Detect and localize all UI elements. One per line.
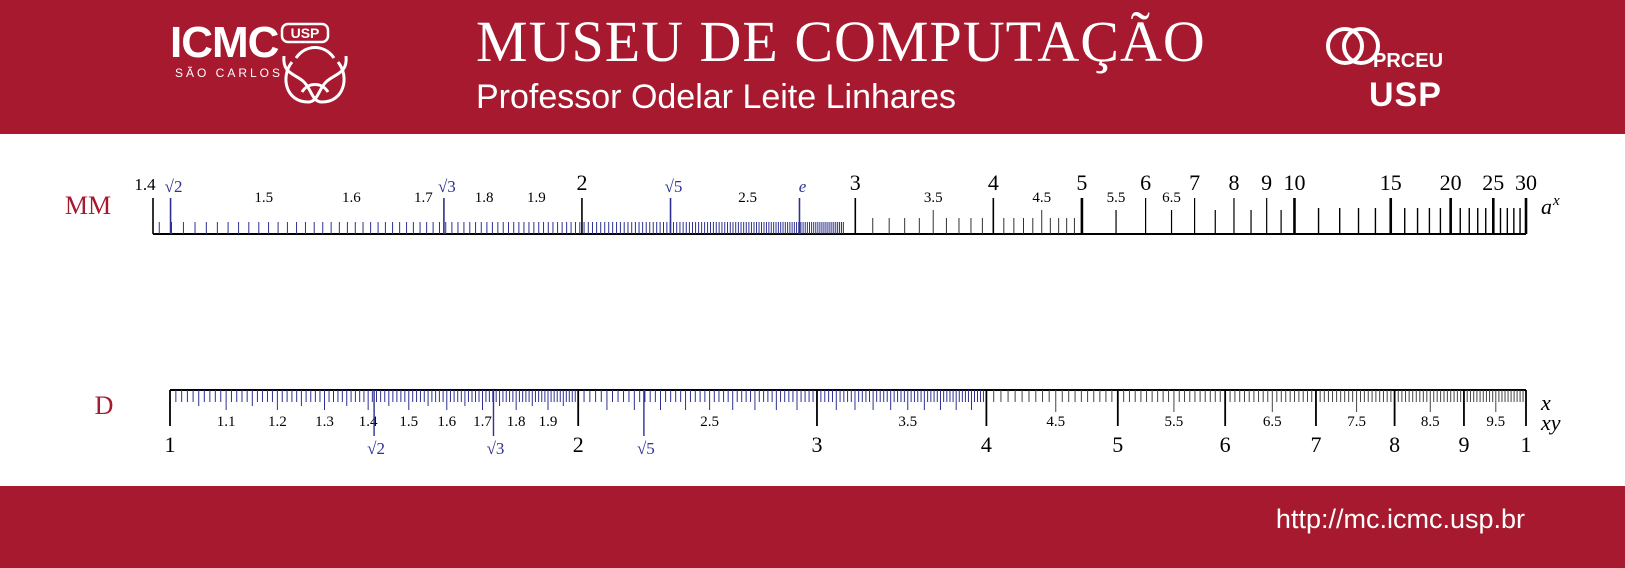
mm-constant-label: √5 (665, 177, 683, 196)
icmc-logo-text: ICMC (170, 18, 279, 67)
mm-minor-label: 1.8 (475, 190, 494, 206)
mm-major-label: 6 (1140, 170, 1151, 195)
d-major-label: 5 (1112, 432, 1123, 457)
d-minor-label: 1.1 (217, 414, 236, 430)
d-right-label-xy: xy (1540, 410, 1561, 435)
slide-rule-scales: MM a x1.4 2 3 4 5 6 7 8 9 10 15 20 25 301.5 1.6 1.7 1.8 1.9… (65, 170, 1561, 458)
d-minor-label: 1.5 (399, 414, 418, 430)
d-minor-label: 7.5 (1347, 414, 1366, 430)
mm-minor-label: 1.7 (414, 190, 433, 206)
d-minor-label: 1.6 (437, 414, 456, 430)
icmc-usp-badge: USP (291, 25, 320, 41)
mm-minor-label: 4.5 (1032, 190, 1051, 206)
d-minor-label: 1.2 (268, 414, 287, 430)
mm-minor-label: 1.5 (254, 190, 273, 206)
d-minor-label: 1.8 (507, 414, 526, 430)
mm-major-label: 20 (1440, 170, 1462, 195)
mm-major-label: 9 (1261, 170, 1272, 195)
mm-minor-label: 1.9 (527, 190, 546, 206)
mm-major-label: 1.4 (134, 175, 156, 194)
mm-minor-label: 5.5 (1107, 190, 1126, 206)
page-subtitle: Professor Odelar Leite Linhares (476, 78, 957, 116)
d-major-label: 8 (1389, 432, 1400, 457)
mm-constant-label: √2 (165, 177, 183, 196)
d-minor-label: 1.3 (315, 414, 334, 430)
d-major-label: 1 (1521, 432, 1532, 457)
mm-constant-label: e (799, 177, 807, 196)
d-major-label: 9 (1458, 432, 1469, 457)
mm-right-label-exp: x (1552, 193, 1560, 209)
d-major-label: 1 (165, 432, 176, 457)
d-minor-label: 6.5 (1263, 414, 1282, 430)
d-minor-label: 9.5 (1486, 414, 1505, 430)
d-minor-label: 5.5 (1165, 414, 1184, 430)
d-scale-name: D (95, 391, 114, 420)
prceu-circles-icon (1326, 27, 1380, 65)
mm-major-label: 25 (1482, 170, 1504, 195)
d-major-label: 6 (1220, 432, 1231, 457)
d-minor-label: 3.5 (898, 414, 917, 430)
d-minor-label: 2.5 (700, 414, 719, 430)
mm-constant-label: √3 (438, 177, 456, 196)
mm-major-label: 2 (576, 170, 587, 195)
mm-major-label: 8 (1228, 170, 1239, 195)
d-major-label: 3 (811, 432, 822, 457)
mm-scale-name: MM (65, 191, 111, 220)
prceu-logo: PRCEU USP (1325, 18, 1465, 118)
mm-right-label: a (1541, 194, 1552, 219)
mm-major-label: 5 (1076, 170, 1087, 195)
mm-minor-label: 1.6 (342, 190, 361, 206)
mm-major-label: 4 (988, 170, 999, 195)
d-major-label: 4 (981, 432, 992, 457)
prceu-logo-text: PRCEU (1373, 50, 1444, 72)
usp-knot-icon: USP (280, 22, 348, 104)
header-band (0, 0, 1625, 134)
icmc-logo-city: SÃO CARLOS (175, 66, 284, 80)
d-constant-label: √3 (487, 439, 505, 458)
page-title: MUSEU DE COMPUTAÇÃO (476, 9, 1206, 74)
mm-major-label: 7 (1189, 170, 1200, 195)
mm-minor-label: 2.5 (738, 190, 757, 206)
d-minor-label: 1.9 (539, 414, 558, 430)
mm-major-label: 15 (1380, 170, 1402, 195)
mm-major-label: 30 (1515, 170, 1537, 195)
d-constant-label: √5 (637, 439, 655, 458)
d-minor-label: 1.4 (359, 414, 378, 430)
mm-minor-label: 6.5 (1162, 190, 1181, 206)
d-major-label: 2 (573, 432, 584, 457)
mm-major-label: 3 (850, 170, 861, 195)
museum-url-link[interactable]: http://mc.icmc.usp.br (1275, 504, 1525, 534)
icmc-logo: ICMC SÃO CARLOS USP (170, 18, 370, 113)
footer-band (0, 486, 1625, 568)
d-right-label-x: x (1540, 390, 1551, 415)
mm-minor-label: 3.5 (924, 190, 943, 206)
prceu-usp-badge: USP (1369, 76, 1442, 114)
d-constant-label: √2 (367, 439, 385, 458)
d-minor-label: 4.5 (1046, 414, 1065, 430)
d-major-label: 7 (1310, 432, 1321, 457)
d-minor-label: 8.5 (1421, 414, 1440, 430)
mm-major-label: 10 (1283, 170, 1305, 195)
d-minor-label: 1.7 (473, 414, 492, 430)
